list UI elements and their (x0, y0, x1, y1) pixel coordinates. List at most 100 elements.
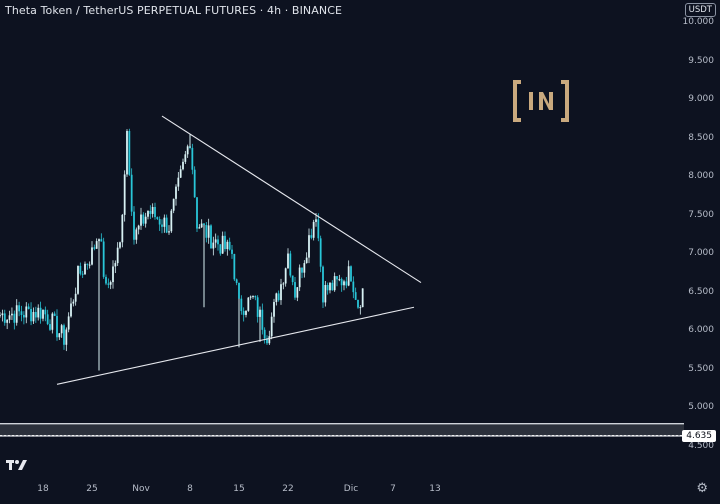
candle-body (205, 225, 208, 238)
price-tick-label: 9.000 (688, 94, 714, 105)
candle-body (49, 324, 51, 330)
candle-body (317, 219, 320, 239)
candle-body (275, 293, 278, 303)
candle-body (123, 174, 126, 215)
candle-body (343, 281, 345, 286)
candle-body (226, 241, 229, 250)
time-tick-label: 25 (86, 484, 98, 494)
candle-body (242, 311, 245, 315)
candle-body (240, 298, 243, 312)
candle-body (329, 282, 331, 291)
candle-body (361, 288, 364, 308)
candle-body (142, 214, 145, 224)
candle-body (107, 283, 110, 285)
candle-body (34, 311, 37, 318)
candle-body (140, 214, 142, 226)
candle-body (95, 241, 98, 249)
candle-body (119, 242, 121, 248)
candle-body (158, 219, 161, 225)
candle-body (39, 307, 42, 319)
candle-body (305, 257, 308, 264)
candle-body (114, 263, 117, 267)
candle-body (296, 287, 299, 298)
support-trendline[interactable] (56, 306, 415, 385)
candle-body (67, 316, 70, 330)
chart-title: Theta Token / TetherUS PERPETUAL FUTURES… (5, 4, 343, 17)
candle-body (0, 315, 1, 317)
price-tick-label: 4.500 (688, 440, 714, 451)
candle-body (312, 221, 315, 238)
candle-body (331, 282, 334, 291)
candle-body (228, 241, 231, 250)
price-tick-label: 10.000 (682, 17, 715, 27)
candle-body (1, 313, 4, 316)
candle-body (46, 314, 49, 325)
candle-body (301, 267, 303, 273)
candle-body (177, 177, 180, 187)
candle-body (270, 316, 273, 337)
resistance-trendline[interactable] (161, 115, 422, 284)
candle-body (51, 313, 54, 330)
candle-body (212, 242, 215, 249)
candle-body (182, 161, 184, 170)
price-tick-label: 8.000 (688, 171, 714, 182)
candle-body (315, 219, 317, 222)
candle-body (191, 147, 194, 170)
price-tick-label: 8.500 (688, 132, 714, 143)
candle-body (326, 284, 329, 291)
candle-body (165, 217, 168, 233)
currency-badge[interactable]: USDT (684, 3, 716, 17)
candle-body (175, 186, 177, 199)
candle-body (135, 229, 138, 240)
candle-body (151, 206, 154, 214)
candle-body (147, 210, 149, 217)
candle-body (74, 293, 77, 302)
candle-body (310, 235, 313, 238)
candle-body (347, 266, 350, 286)
price-tick-label: 6.000 (688, 325, 714, 336)
candle-body (128, 130, 131, 175)
time-tick-label: 22 (282, 484, 294, 494)
candle-body (217, 239, 219, 245)
tradingview-logo-icon[interactable] (6, 458, 28, 472)
time-tick-label: 13 (429, 484, 441, 494)
candle-body (254, 296, 257, 298)
candle-body (214, 239, 217, 243)
beincrypto-watermark-icon (513, 80, 569, 122)
candle-body (170, 210, 173, 232)
candle-body (252, 296, 254, 298)
candle-body (219, 244, 222, 254)
candle-body (203, 223, 205, 226)
candle-body (336, 276, 338, 280)
candle-body (198, 227, 201, 229)
price-tick-label: 6.500 (688, 286, 714, 297)
candle-body (249, 296, 252, 298)
candle-body (44, 309, 47, 315)
candle-body (8, 315, 11, 320)
candle-body (273, 302, 275, 317)
price-tick-label: 5.000 (688, 402, 714, 413)
horizontal-band (0, 423, 684, 436)
candle-body (168, 231, 170, 233)
candle-body (289, 253, 292, 276)
candle-body (70, 303, 72, 317)
candle-body (322, 266, 324, 303)
candle-body (77, 265, 79, 294)
candle-body (130, 174, 133, 212)
time-tick-label: Nov (132, 484, 150, 494)
candle-body (102, 241, 105, 277)
candle-body (354, 292, 357, 300)
candle-body (22, 314, 25, 318)
candle-body (93, 247, 96, 249)
last-price-tag: 4.635 (682, 430, 716, 442)
candle-body (65, 329, 68, 345)
candle-body (60, 325, 63, 334)
candle-body (200, 223, 203, 228)
gear-icon[interactable]: ⚙ (696, 481, 708, 496)
candle-body (81, 273, 84, 275)
candle-body (72, 301, 75, 304)
candle-body (333, 276, 336, 291)
